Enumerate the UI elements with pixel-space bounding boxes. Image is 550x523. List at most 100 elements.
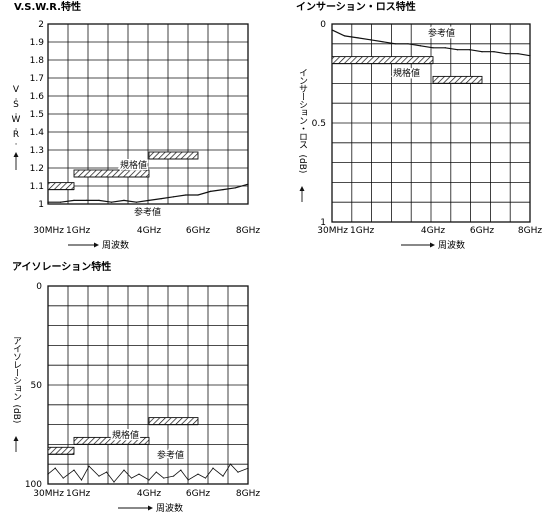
- spec-limit-hatch: [47, 446, 75, 455]
- measured-point: [197, 473, 199, 475]
- x-tick-label: 4GHz: [137, 226, 161, 236]
- x-axis-label: 周波数: [156, 502, 183, 514]
- x-tick-label: 30MHz: [33, 226, 64, 236]
- x-tick-label: 6GHz: [470, 226, 494, 236]
- y-axis-unit: (dB): [11, 405, 21, 424]
- x-tick-label: 4GHz: [421, 226, 445, 236]
- measured-point: [47, 473, 49, 475]
- measured-point: [529, 55, 531, 57]
- measured-point: [98, 475, 100, 477]
- measured-point: [369, 39, 372, 41]
- chart-title: アイソレーション特性: [12, 260, 111, 273]
- x-tick-label: 1GHz: [66, 489, 90, 499]
- plot-frame: [47, 23, 249, 205]
- measured-point: [180, 469, 182, 471]
- spec-annotation: 規格値: [120, 159, 147, 171]
- measured-point: [419, 45, 422, 47]
- x-tick-label: 1GHz: [350, 226, 374, 236]
- y-axis-label-char: V: [13, 85, 20, 95]
- measured-point: [105, 471, 108, 473]
- measured-point: [469, 49, 471, 51]
- y-axis-label-char: .: [15, 138, 18, 148]
- measured-point: [85, 199, 88, 201]
- reference-annotation: 参考値: [428, 27, 455, 39]
- measured-point: [394, 43, 397, 45]
- y-tick-label: 1.7: [30, 74, 44, 84]
- y-tick-label: 1.6: [30, 92, 45, 102]
- measured-point: [432, 47, 434, 49]
- measured-point: [234, 187, 237, 189]
- y-tick-label: 2: [38, 20, 44, 30]
- grid-lines: [48, 286, 248, 484]
- measured-point: [62, 477, 64, 479]
- y-tick-label: 100: [25, 480, 42, 490]
- spec-limit-hatch: [148, 151, 199, 160]
- y-tick-label: 0: [36, 282, 42, 292]
- spec-limit-hatch: [331, 56, 434, 65]
- spec-limit-hatch: [73, 169, 150, 178]
- y-axis-label-char: R: [13, 130, 19, 140]
- x-axis-label: 周波数: [102, 239, 129, 251]
- grid-lines: [48, 24, 248, 204]
- x-tick-label: 30MHz: [317, 226, 348, 236]
- measured-point: [155, 471, 157, 473]
- measured-point: [130, 477, 133, 479]
- x-tick-label: 1GHz: [66, 226, 90, 236]
- measured-point: [517, 53, 519, 55]
- measured-point: [47, 201, 49, 203]
- y-tick-label: 0.5: [312, 119, 326, 129]
- y-axis-label: アイソレーション: [11, 336, 22, 400]
- x-tick-label: 6GHz: [186, 489, 210, 499]
- x-tick-label: 6GHz: [186, 226, 210, 236]
- y-axis-label: インサーション・ロス: [297, 68, 308, 149]
- measured-point: [88, 465, 90, 467]
- measured-point: [148, 199, 150, 201]
- measured-point: [172, 475, 175, 477]
- measured-point: [481, 51, 483, 53]
- chart-title: インサーション・ロス特性: [296, 0, 416, 13]
- y-tick-label: 1.9: [30, 38, 45, 48]
- measured-point: [444, 47, 446, 49]
- x-tick-label: 8GHz: [236, 489, 260, 499]
- y-tick-label: 1.5: [30, 110, 44, 120]
- measured-point: [59, 201, 62, 203]
- measured-point: [98, 199, 100, 201]
- y-tick-label: 0: [320, 20, 326, 30]
- x-axis-arrowhead: [430, 242, 435, 248]
- reference-annotation: 参考値: [134, 206, 161, 218]
- x-tick-label: 30MHz: [33, 489, 64, 499]
- measured-point: [456, 49, 459, 51]
- y-tick-label: 1.2: [30, 164, 44, 174]
- measured-point: [343, 35, 346, 37]
- measured-point: [222, 189, 224, 191]
- measured-point: [123, 469, 125, 471]
- grid-lines: [332, 24, 530, 222]
- spec-annotation: 規格値: [393, 67, 420, 79]
- y-tick-label: 1: [38, 200, 44, 210]
- measured-point: [172, 196, 175, 198]
- y-axis-label-char: W: [12, 115, 21, 125]
- measured-point: [493, 51, 495, 53]
- measured-point: [382, 41, 384, 43]
- x-axis-arrowhead: [148, 505, 153, 511]
- measured-point: [357, 37, 359, 39]
- measured-point: [247, 467, 249, 469]
- measured-point: [185, 194, 187, 196]
- measured-point: [407, 43, 409, 45]
- measured-point: [204, 477, 207, 479]
- measured-point: [209, 190, 212, 192]
- measured-point: [138, 473, 140, 475]
- chart-title: V.S.W.R.特性: [14, 0, 81, 13]
- x-axis-arrowhead: [94, 242, 99, 248]
- y-axis-label-char: .: [15, 123, 18, 133]
- measured-point: [197, 194, 199, 196]
- measured-point: [54, 467, 56, 469]
- measured-point: [113, 481, 115, 483]
- measured-point: [73, 469, 75, 471]
- y-tick-label: 1.1: [30, 182, 44, 192]
- spec-limit-hatch: [47, 182, 75, 191]
- measured-point: [163, 477, 165, 479]
- x-axis-label: 周波数: [438, 239, 465, 251]
